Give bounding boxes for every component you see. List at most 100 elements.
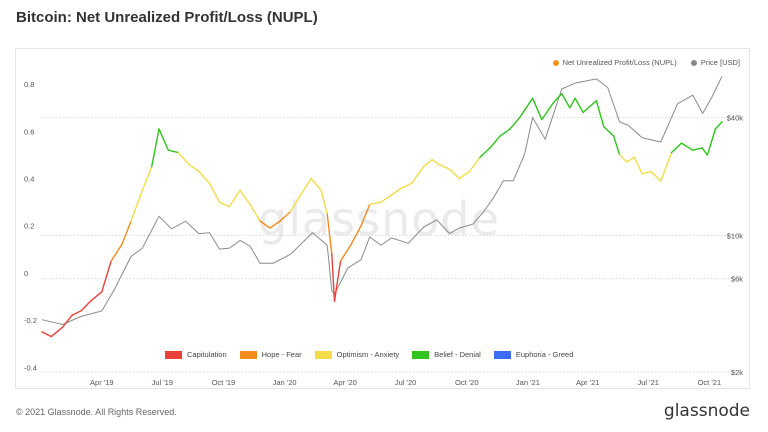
nupl-segment xyxy=(331,253,336,302)
right-axis: $2k $6k $10k $40k xyxy=(727,114,744,377)
band-label: Capitulation xyxy=(187,350,227,359)
x-axis: Apr '19 Jul '19 Oct '19 Jan '20 Apr '20 Jul '… xyxy=(90,378,721,387)
nupl-segment xyxy=(110,243,123,262)
band-swatch xyxy=(239,350,257,359)
nupl-segment xyxy=(531,97,543,121)
nupl-segment xyxy=(582,99,598,114)
footer-copyright: © 2021 Glassnode. All Rights Reserved. xyxy=(16,407,177,417)
nupl-segment xyxy=(167,149,180,154)
band-legend-belief-denial[interactable]: Belief - Denial xyxy=(412,350,481,359)
band-legend-capitulation[interactable]: Capitulation xyxy=(165,350,227,359)
x-tick-label: Oct '21 xyxy=(698,378,722,387)
band-legend-euphoria-greed[interactable]: Euphoria - Greed xyxy=(493,350,573,359)
nupl-segment xyxy=(552,92,563,104)
nupl-segment xyxy=(633,156,643,175)
nupl-segment xyxy=(249,203,261,222)
nupl-segment xyxy=(339,243,352,262)
band-swatch xyxy=(493,350,511,359)
series-legend: Net Unrealized Profit/Loss (NUPL) Price … xyxy=(552,58,740,67)
nupl-segment xyxy=(279,210,292,222)
y-right-tick-label: $10k xyxy=(727,231,744,240)
band-legend-hope-fear[interactable]: Hope - Fear xyxy=(239,350,302,359)
nupl-segment xyxy=(561,92,571,109)
nupl-segment xyxy=(670,142,683,154)
x-tick-label: Jul '19 xyxy=(152,378,173,387)
nupl-segment xyxy=(541,102,554,121)
nupl-segment xyxy=(369,201,382,206)
nupl-segment xyxy=(692,147,703,151)
y-right-tick-label: $6k xyxy=(731,275,743,284)
nupl-segment xyxy=(380,194,393,203)
y-left-tick-label: 0.8 xyxy=(24,80,34,89)
nupl-segment xyxy=(519,97,534,118)
nupl-segment xyxy=(660,151,673,182)
legend-price[interactable]: Price [USD] xyxy=(690,58,740,67)
nupl-segment xyxy=(350,224,362,246)
nupl-segment xyxy=(198,170,211,185)
nupl-segment xyxy=(410,165,425,185)
x-tick-label: Jul '20 xyxy=(395,378,416,387)
left-axis: -0.4 -0.2 0 0.2 0.4 0.6 0.8 xyxy=(24,80,37,372)
nupl-segment xyxy=(158,128,170,151)
x-tick-label: Jul '21 xyxy=(637,378,658,387)
nupl-segment xyxy=(650,170,662,182)
band-legend: Capitulation Hope - Fear Optimism - Anxi… xyxy=(165,350,573,359)
grid-lines xyxy=(42,117,742,373)
price-dot-icon xyxy=(690,59,697,66)
nupl-segment xyxy=(458,170,471,180)
nupl-segment xyxy=(569,97,576,109)
nupl-segment xyxy=(130,189,144,222)
nupl-segment xyxy=(574,97,584,114)
nupl-dot-icon xyxy=(552,59,559,66)
footer-logo[interactable]: glassnode xyxy=(663,401,750,421)
nupl-segment xyxy=(326,213,333,255)
band-swatch xyxy=(314,350,332,359)
nupl-segment xyxy=(41,331,52,338)
nupl-segment xyxy=(680,142,694,151)
nupl-segment xyxy=(613,135,621,156)
y-left-tick-label: 0 xyxy=(24,269,28,278)
nupl-segment xyxy=(208,182,221,203)
nupl-segment xyxy=(509,116,521,130)
legend-price-label: Price [USD] xyxy=(700,58,740,67)
nupl-segment xyxy=(50,326,64,338)
nupl-segment xyxy=(333,260,342,302)
nupl-segment xyxy=(188,163,200,173)
legend-nupl-label: Net Unrealized Profit/Loss (NUPL) xyxy=(562,58,677,67)
nupl-segment xyxy=(360,203,371,227)
nupl-segment xyxy=(61,314,73,328)
nupl-segment xyxy=(626,156,635,163)
nupl-segment xyxy=(80,300,92,312)
nupl-segment xyxy=(431,158,440,166)
chart-title: Bitcoin: Net Unrealized Profit/Loss (NUP… xyxy=(16,9,318,26)
nupl-segment xyxy=(320,189,328,215)
y-left-tick-label: 0.6 xyxy=(24,127,34,136)
nupl-segment xyxy=(448,168,461,180)
nupl-segment xyxy=(289,194,302,213)
nupl-segment xyxy=(422,158,433,168)
price-series xyxy=(41,76,723,326)
price-line xyxy=(41,76,723,326)
y-left-tick-label: -0.2 xyxy=(24,316,37,325)
nupl-segment xyxy=(618,154,628,163)
nupl-segment xyxy=(479,147,491,159)
band-legend-optimism-anxiety[interactable]: Optimism - Anxiety xyxy=(314,350,400,359)
x-tick-label: Apr '19 xyxy=(90,378,114,387)
nupl-segment xyxy=(239,189,251,206)
chart-card xyxy=(15,48,750,389)
y-right-tick-label: $2k xyxy=(731,368,743,377)
band-label: Hope - Fear xyxy=(261,350,302,359)
nupl-segment xyxy=(218,201,231,208)
legend-nupl[interactable]: Net Unrealized Profit/Loss (NUPL) xyxy=(552,58,677,67)
band-label: Optimism - Anxiety xyxy=(336,350,400,359)
nupl-segment xyxy=(468,156,481,173)
nupl-series xyxy=(41,92,723,338)
x-tick-label: Oct '19 xyxy=(212,378,236,387)
nupl-segment xyxy=(438,163,451,170)
band-swatch xyxy=(412,350,430,359)
nupl-segment xyxy=(101,260,112,293)
nupl-segment xyxy=(499,128,511,137)
nupl-segment xyxy=(121,220,132,246)
y-right-tick-label: $40k xyxy=(727,114,744,123)
